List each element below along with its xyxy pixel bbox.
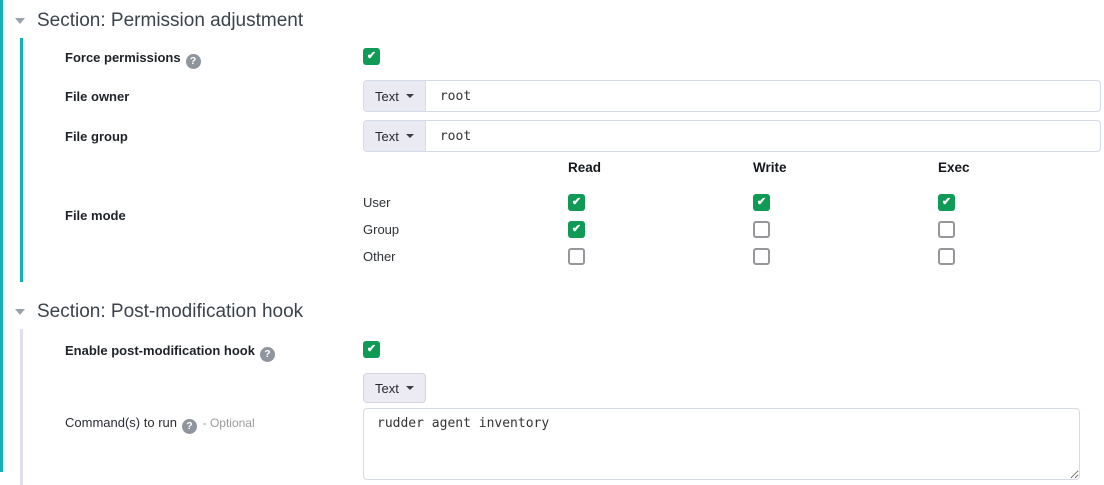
row-label-user: User — [363, 195, 391, 210]
filemode-other-exec-checkbox[interactable] — [938, 248, 955, 265]
column-header-exec: Exec — [938, 160, 970, 175]
panel-accent-border — [0, 0, 3, 472]
collapse-caret-icon[interactable] — [15, 18, 25, 24]
file-owner-type-dropdown[interactable]: Text — [364, 81, 426, 111]
help-icon[interactable] — [185, 53, 201, 69]
file-group-type-dropdown[interactable]: Text — [364, 121, 426, 151]
file-owner-input[interactable] — [425, 81, 1100, 111]
section-title: Section: Permission adjustment — [37, 10, 304, 31]
file-mode-row: File mode Read Write Exec User Group — [65, 160, 1101, 270]
column-header-write: Write — [753, 160, 787, 175]
filemode-group-write-checkbox[interactable] — [753, 221, 770, 238]
section-title: Section: Post-modification hook — [37, 301, 304, 322]
file-group-input-group: Text — [363, 120, 1101, 152]
enable-hook-row: Enable post-modification hook — [65, 341, 1101, 363]
commands-label: Command(s) to run - Optional — [65, 408, 363, 434]
filemode-group-read-checkbox[interactable] — [568, 221, 585, 238]
commands-row: Command(s) to run - Optional rudder agen… — [65, 408, 1101, 485]
filemode-user-write-checkbox[interactable] — [753, 194, 770, 211]
file-owner-input-group: Text — [363, 80, 1101, 112]
help-icon[interactable] — [259, 346, 275, 362]
commands-textarea[interactable]: rudder agent inventory — [363, 408, 1080, 480]
row-label-other: Other — [363, 249, 396, 264]
section-permission-body: Force permissions File owner Text — [20, 38, 1104, 282]
section-hook-header[interactable]: Section: Post-modification hook — [0, 295, 1104, 329]
file-group-label: File group — [65, 128, 128, 144]
force-permissions-row: Force permissions — [65, 48, 1101, 70]
file-owner-row: File owner Text — [65, 80, 1101, 112]
force-permissions-label: Force permissions — [65, 50, 363, 69]
file-owner-label: File owner — [65, 88, 130, 104]
hook-type-row: Text — [65, 373, 1101, 408]
hook-type-dropdown[interactable]: Text — [363, 373, 426, 403]
file-mode-table: Read Write Exec User Group Other — [363, 160, 1104, 270]
filemode-other-write-checkbox[interactable] — [753, 248, 770, 265]
file-mode-label: File mode — [65, 207, 126, 223]
file-group-row: File group Text — [65, 120, 1101, 152]
chevron-down-icon — [405, 386, 414, 390]
help-icon[interactable] — [181, 419, 197, 434]
filemode-other-read-checkbox[interactable] — [568, 248, 585, 265]
file-group-input[interactable] — [425, 121, 1100, 151]
force-permissions-checkbox[interactable] — [363, 48, 380, 65]
column-header-read: Read — [568, 160, 602, 175]
row-label-group: Group — [363, 222, 400, 237]
section-hook-body: Enable post-modification hook Text Comma… — [20, 329, 1104, 485]
chevron-down-icon — [405, 94, 414, 98]
enable-hook-checkbox[interactable] — [363, 341, 380, 358]
filemode-user-read-checkbox[interactable] — [568, 194, 585, 211]
filemode-user-exec-checkbox[interactable] — [938, 194, 955, 211]
enable-hook-label: Enable post-modification hook — [65, 343, 363, 362]
section-permission-header[interactable]: Section: Permission adjustment — [0, 4, 1104, 38]
chevron-down-icon — [405, 134, 414, 138]
filemode-group-exec-checkbox[interactable] — [938, 221, 955, 238]
optional-badge: - Optional — [202, 416, 255, 430]
collapse-caret-icon[interactable] — [15, 309, 25, 315]
